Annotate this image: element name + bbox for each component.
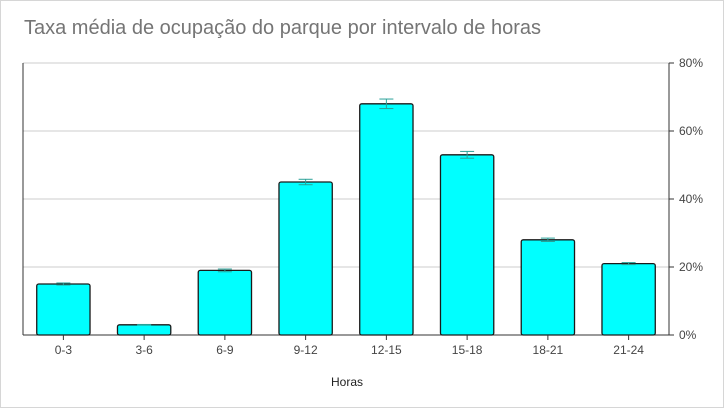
bar [278, 181, 333, 336]
chart-title: Taxa média de ocupação do parque por int… [24, 17, 542, 39]
bar [116, 324, 172, 336]
y-tick-label: 60% [679, 124, 703, 138]
y-tick-label: 80% [679, 56, 703, 70]
x-tick-label: 3-6 [135, 343, 153, 357]
x-tick-label: 15-18 [452, 343, 483, 357]
y-tick-label: 40% [679, 192, 703, 206]
bar [601, 262, 656, 336]
x-tick-label: 9-12 [294, 343, 318, 357]
x-tick-label: 0-3 [55, 343, 73, 357]
x-tick-label: 21-24 [613, 343, 644, 357]
y-tick-label: 20% [679, 260, 703, 274]
x-tick-label: 12-15 [371, 343, 402, 357]
x-tick-label: 6-9 [216, 343, 234, 357]
x-tick-label: 18-21 [533, 343, 564, 357]
y-tick-label: 0% [679, 328, 697, 342]
bar [520, 239, 576, 336]
x-axis-title: Horas [330, 375, 363, 389]
bar [439, 154, 495, 336]
bar [359, 103, 414, 336]
bar [197, 269, 253, 336]
bar [36, 283, 91, 336]
